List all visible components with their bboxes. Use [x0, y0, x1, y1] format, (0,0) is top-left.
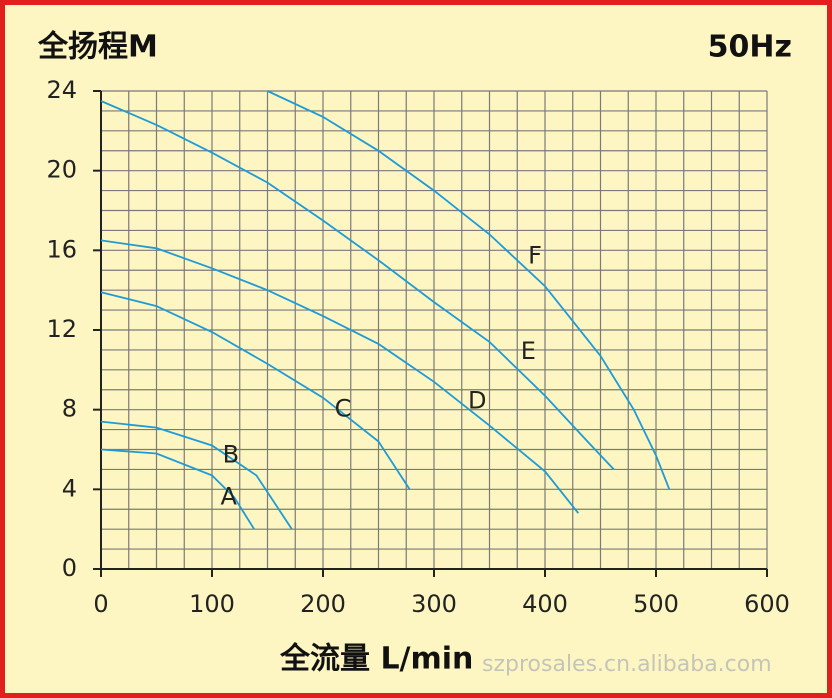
x-tick-label: 600 [744, 590, 790, 618]
curve-label: B [223, 440, 239, 468]
x-tick-label: 300 [411, 590, 457, 618]
curve-label: E [521, 337, 536, 365]
curve-label: F [528, 241, 542, 269]
curve [100, 239, 580, 514]
y-tick-label: 0 [62, 554, 77, 582]
x-tick-label: 400 [522, 590, 568, 618]
watermark: szprosales.cn.alibaba.com [482, 652, 772, 677]
y-tick-label: 12 [46, 315, 77, 343]
x-axis-label: 全流量 L/min [279, 642, 473, 677]
x-tick-label: 0 [93, 590, 108, 618]
curve [267, 90, 671, 490]
x-tick-label: 500 [633, 590, 679, 618]
curve-label: A [220, 482, 237, 510]
curve-label: C [335, 395, 352, 423]
x-tick-label: 100 [189, 590, 235, 618]
curve [100, 100, 615, 471]
curve [100, 291, 411, 490]
curve-label: D [468, 387, 486, 415]
x-tick-label: 200 [300, 590, 346, 618]
y-tick-label: 8 [62, 395, 77, 423]
y-tick-label: 20 [46, 156, 77, 184]
curve [100, 420, 293, 530]
y-tick-label: 24 [46, 76, 77, 104]
chart-subtitle: 50Hz [708, 30, 792, 65]
y-tick-label: 4 [62, 474, 77, 502]
curve [100, 448, 255, 530]
chart-title: 全扬程M [37, 30, 158, 65]
y-tick-label: 16 [46, 235, 77, 263]
